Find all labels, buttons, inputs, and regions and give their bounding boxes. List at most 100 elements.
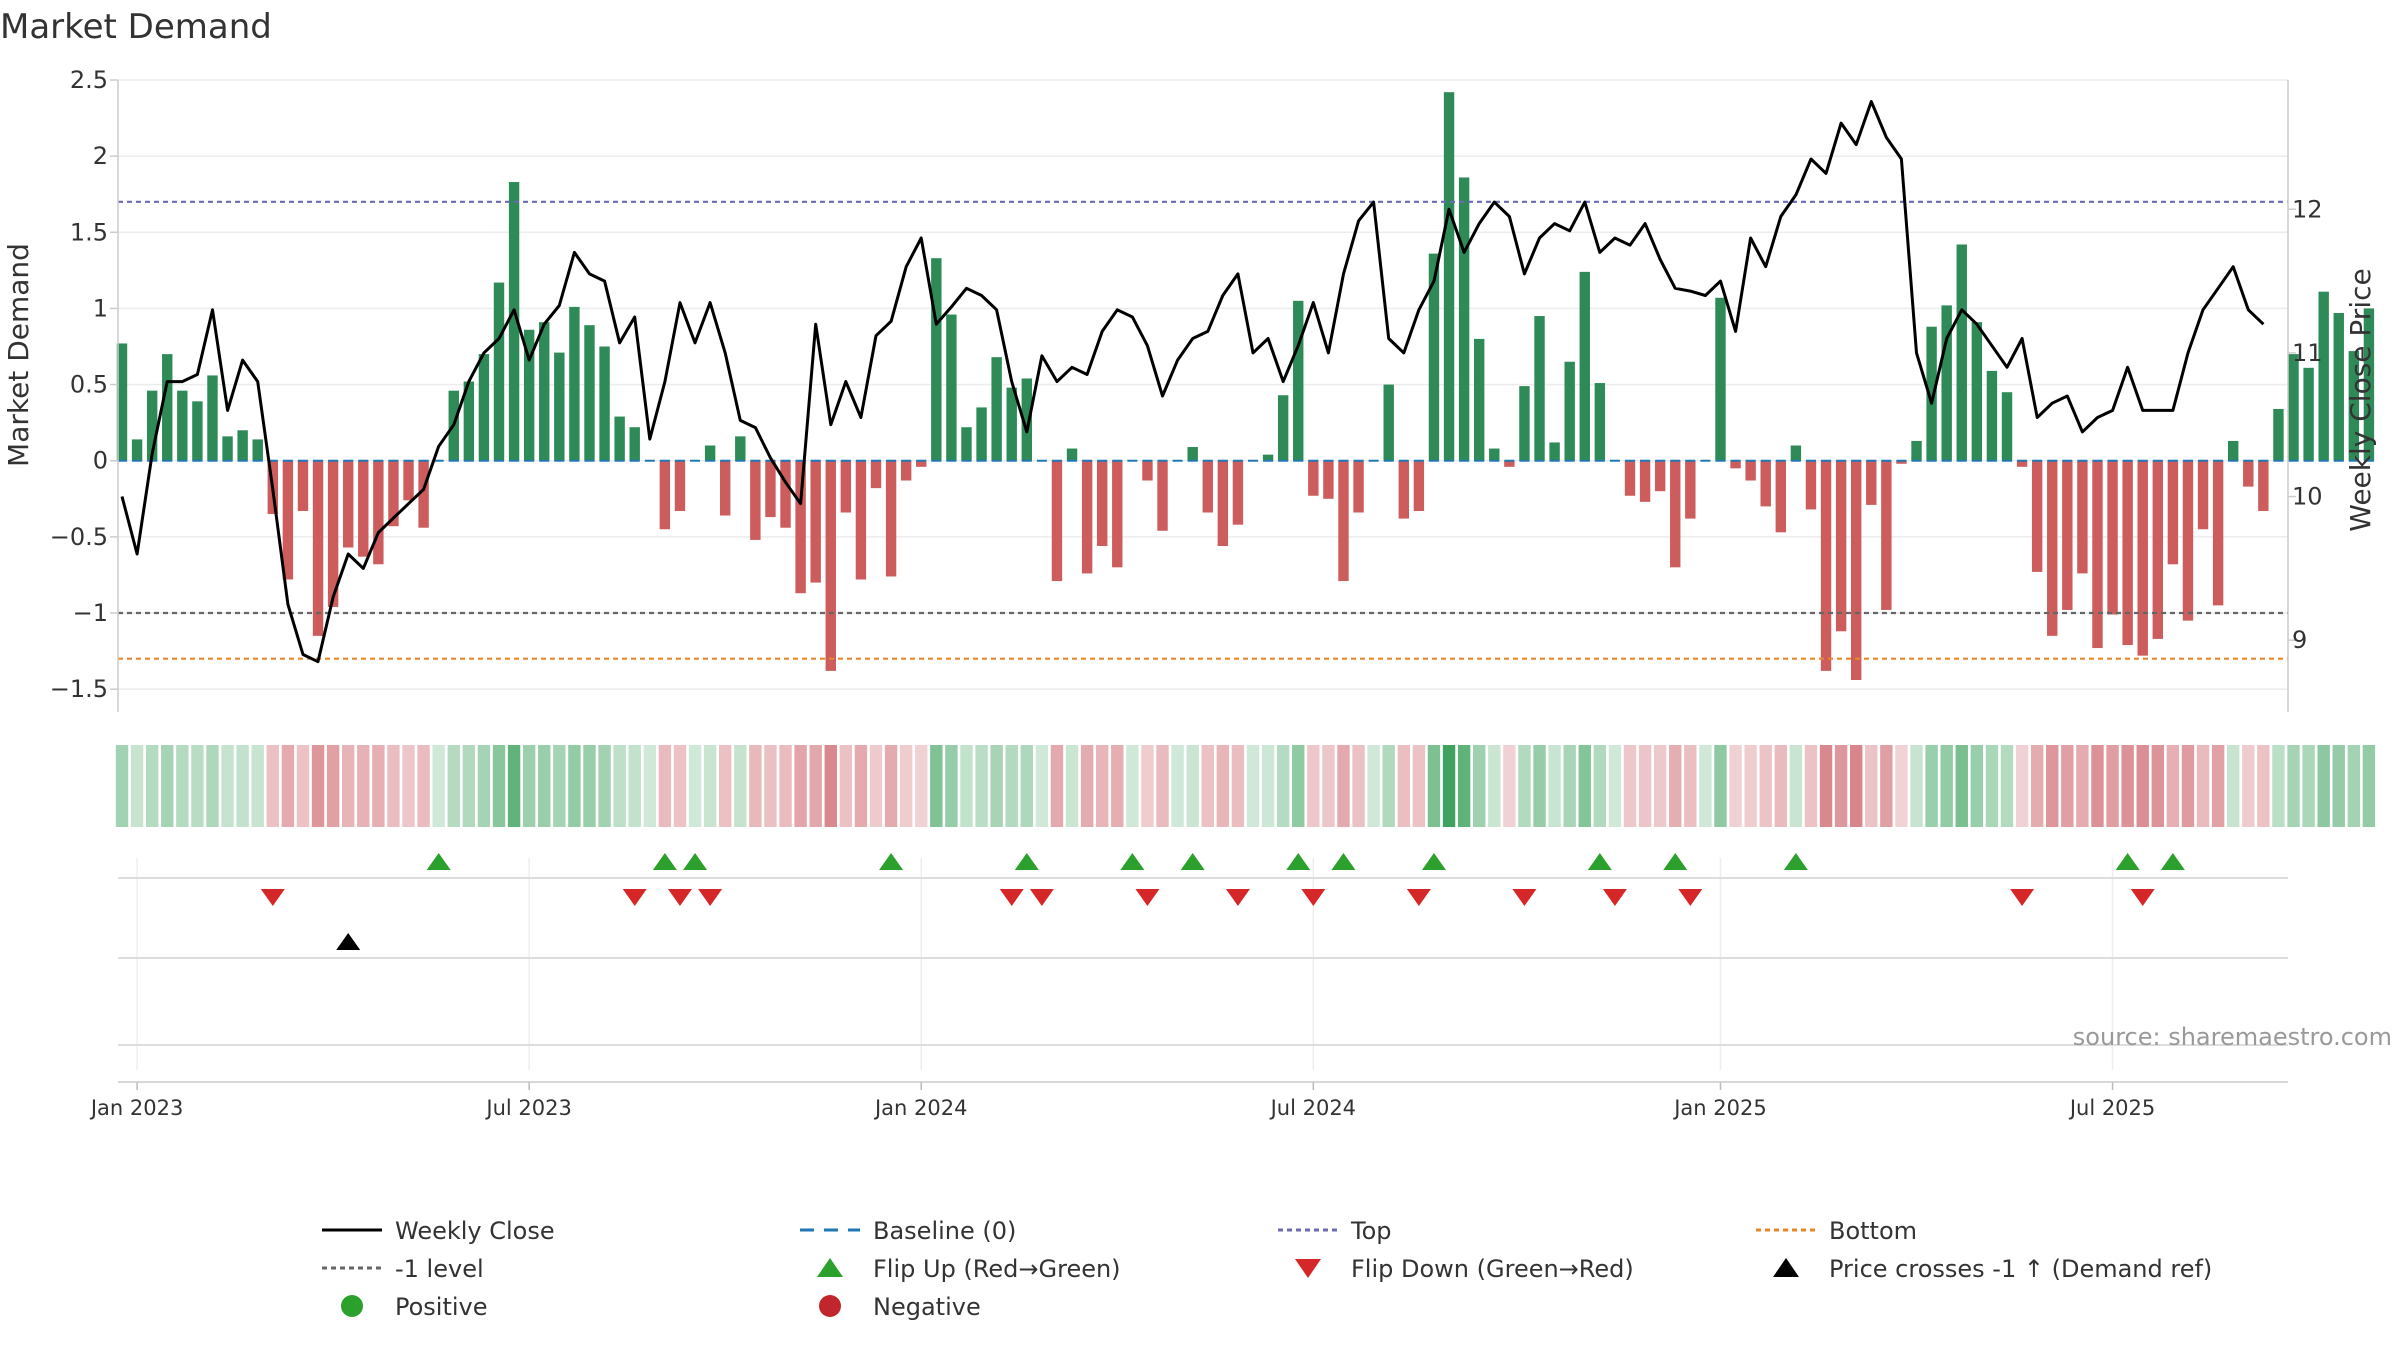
heat-cell [2151, 745, 2164, 827]
flip-down-marker [1602, 889, 1627, 906]
demand-bar [2212, 460, 2224, 606]
heat-cell [417, 745, 430, 827]
demand-bar [1021, 378, 1032, 461]
demand-bar [1579, 271, 1590, 461]
demand-bar [403, 460, 414, 501]
x-tick-label: Jan 2023 [89, 1096, 184, 1120]
heat-cell [1080, 745, 1094, 827]
y2-tick-label: 12 [2292, 195, 2323, 223]
heat-cell [1246, 745, 1260, 827]
demand-bar [1353, 460, 1364, 513]
demand-bar [1670, 460, 1681, 568]
demand-bar [252, 439, 263, 461]
demand-bar [539, 322, 550, 461]
heat-cell [1186, 745, 1199, 827]
demand-bar [1881, 460, 1892, 610]
flip-down-marker [1225, 889, 1250, 906]
heat-cell [176, 745, 189, 827]
heat-cell [1216, 745, 1230, 827]
heat-cell [1804, 745, 1818, 827]
heat-cell [2257, 745, 2270, 827]
flip-down-marker [1512, 889, 1537, 906]
heat-cell [945, 745, 958, 827]
heat-cell [161, 745, 174, 827]
legend-label: -1 level [395, 1255, 484, 1283]
demand-bar [1489, 448, 1500, 461]
heat-cell [598, 745, 611, 827]
demand-bar [1202, 460, 1213, 513]
heat-cell [809, 745, 822, 827]
heat-cell [1850, 745, 1863, 827]
demand-bar [1851, 460, 1862, 681]
y-axis-label: Market Demand [2, 243, 35, 467]
demand-bar [418, 460, 429, 528]
demand-bar [569, 306, 580, 461]
demand-bar [900, 460, 912, 481]
heat-cell [1457, 745, 1471, 827]
demand-bar [2228, 440, 2239, 461]
heat-cell [643, 745, 656, 827]
demand-bar [750, 460, 761, 540]
flip-down-marker [1406, 889, 1431, 906]
demand-bar [1383, 384, 1394, 461]
heat-cell [749, 745, 762, 827]
flip-up-marker [1587, 853, 1612, 870]
heat-cell [1503, 745, 1516, 827]
heat-cell [2061, 745, 2074, 827]
demand-bar [162, 354, 173, 461]
heat-cell [703, 745, 717, 827]
heat-cell [2046, 745, 2059, 827]
legend-label: Bottom [1829, 1217, 1917, 1245]
heat-cell [145, 745, 159, 827]
heat-cell [1427, 745, 1441, 827]
heat-cell [1382, 745, 1395, 827]
demand-bar [795, 460, 806, 594]
heat-cell [568, 745, 581, 827]
heat-cell [1171, 745, 1184, 827]
demand-bar [1639, 460, 1651, 502]
heat-cell [2332, 745, 2345, 827]
heat-cell [779, 745, 792, 827]
demand-bar [1715, 297, 1726, 461]
flip-marker-rows [118, 853, 2288, 1046]
y2-tick-label: 9 [2292, 626, 2307, 654]
demand-bar [2137, 460, 2148, 656]
demand-bar [554, 352, 565, 461]
demand-bar [463, 381, 475, 461]
demand-bar [2092, 460, 2103, 649]
demand-bar [629, 427, 640, 461]
flip-down-marker [1135, 889, 1160, 906]
demand-bar [2333, 313, 2344, 461]
heat-cell [673, 745, 687, 827]
demand-bar [1458, 177, 1470, 461]
heat-cell [266, 745, 279, 827]
x-tick-label: Jan 2025 [1672, 1096, 1767, 1120]
demand-bar [2182, 460, 2194, 621]
heat-cell [1412, 745, 1426, 827]
heat-cell [899, 745, 913, 827]
demand-bar [207, 375, 218, 461]
heat-cell [764, 745, 777, 827]
demand-bar [1941, 305, 1952, 461]
demand-bar [327, 460, 339, 607]
source-note: source: sharemaestro.com [2073, 1023, 2392, 1051]
heat-cell [1653, 745, 1667, 827]
flip-up-marker [1331, 853, 1356, 870]
demand-bar [1790, 445, 1802, 461]
demand-bar [1443, 92, 1455, 461]
heat-cell [1714, 745, 1727, 827]
heat-cell [1834, 745, 1848, 827]
legend-swatch-circle [341, 1295, 363, 1317]
heat-cell [2211, 745, 2225, 827]
demand-bar [493, 282, 505, 461]
demand-bar [614, 416, 625, 461]
demand-bar [1624, 460, 1636, 496]
y-tick-label: 0 [93, 447, 108, 475]
heat-cell [824, 745, 837, 827]
demand-bar [1262, 454, 1274, 461]
demand-bar [1805, 460, 1817, 510]
heat-cell [402, 745, 415, 827]
legend-label: Flip Down (Green→Red) [1351, 1255, 1634, 1283]
heat-cell [130, 745, 144, 827]
flip-up-marker [1783, 853, 1808, 870]
